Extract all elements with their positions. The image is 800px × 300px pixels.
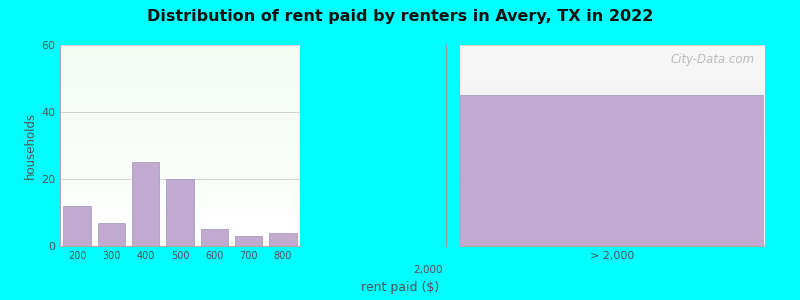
Bar — [460, 95, 764, 246]
Text: City-Data.com: City-Data.com — [670, 53, 755, 66]
Bar — [269, 232, 297, 246]
Bar — [132, 162, 159, 246]
Bar — [63, 206, 91, 246]
Bar — [166, 179, 194, 246]
Text: rent paid ($): rent paid ($) — [361, 281, 439, 294]
Bar — [98, 223, 125, 246]
Text: Distribution of rent paid by renters in Avery, TX in 2022: Distribution of rent paid by renters in … — [147, 9, 653, 24]
Y-axis label: households: households — [24, 112, 37, 179]
Bar — [201, 229, 228, 246]
Text: 2,000: 2,000 — [414, 266, 442, 275]
Bar — [235, 236, 262, 246]
